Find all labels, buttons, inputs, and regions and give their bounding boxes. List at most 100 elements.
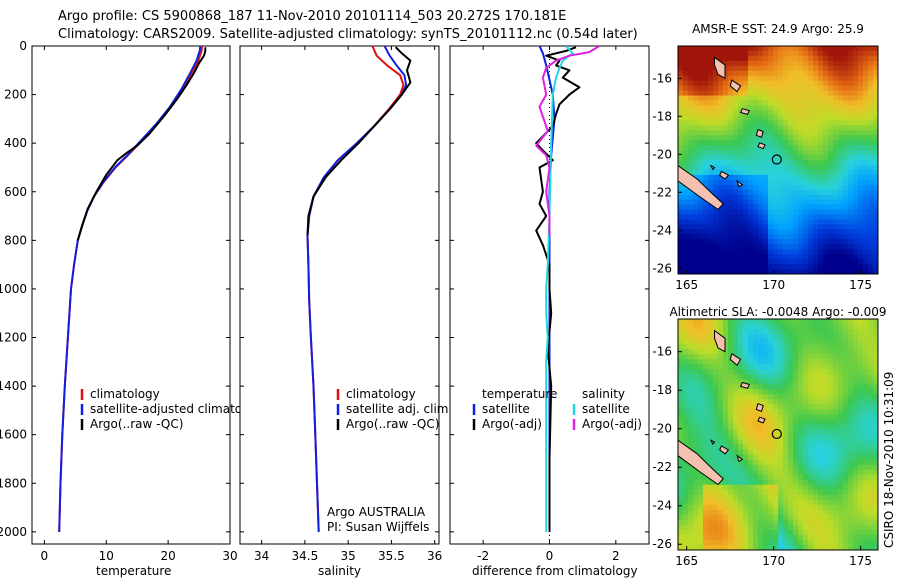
heatmap-cell <box>778 125 784 131</box>
heatmap-cell <box>748 454 754 461</box>
heatmap-cell <box>803 399 809 405</box>
heatmap-cell <box>783 174 789 181</box>
heatmap-cell <box>758 179 764 186</box>
heatmap-cell <box>788 259 794 265</box>
heatmap-cell <box>758 155 764 161</box>
heatmap-cell <box>693 414 699 420</box>
heatmap-cell <box>828 334 834 340</box>
heatmap-cell <box>788 169 794 176</box>
heatmap-cell <box>763 439 769 445</box>
heatmap-cell <box>753 100 759 106</box>
heatmap-cell <box>763 160 769 166</box>
heatmap-cell <box>678 95 684 101</box>
heatmap-cell <box>678 85 684 92</box>
heatmap-cell <box>718 359 724 365</box>
heatmap-cell <box>853 509 859 516</box>
heatmap-cell <box>823 249 829 255</box>
heatmap-cell <box>693 259 699 265</box>
heatmap-cell <box>848 459 854 466</box>
heatmap-cell <box>753 414 759 420</box>
heatmap-cell <box>698 389 704 395</box>
heatmap-cell <box>873 229 878 235</box>
heatmap-cell <box>758 364 764 370</box>
heatmap-cell <box>768 479 774 486</box>
heatmap-cell <box>778 75 784 82</box>
heatmap-cell <box>838 524 844 531</box>
heatmap-cell <box>768 264 774 270</box>
heatmap-cell <box>678 479 684 486</box>
heatmap-cell <box>863 519 869 526</box>
heatmap-cell <box>808 419 814 425</box>
heatmap-cell <box>733 179 739 186</box>
heatmap-cell <box>773 70 779 77</box>
heatmap-cell <box>703 249 709 255</box>
heatmap-cell <box>813 50 819 57</box>
heatmap-cell <box>698 484 704 491</box>
heatmap-cell <box>848 489 854 496</box>
heatmap-cell <box>708 364 714 370</box>
heatmap-cell <box>788 219 794 225</box>
heatmap-cell <box>718 95 724 101</box>
heatmap-cell <box>793 409 799 415</box>
heatmap-cell <box>828 444 834 450</box>
heatmap-cell <box>823 524 829 531</box>
heatmap-cell <box>738 80 744 87</box>
heatmap-cell <box>818 155 824 161</box>
heatmap-cell <box>733 494 739 501</box>
heatmap-cell <box>833 424 839 430</box>
heatmap-cell <box>783 454 789 461</box>
heatmap-cell <box>808 334 814 340</box>
heatmap-cell <box>808 529 814 536</box>
heatmap-cell <box>768 494 774 501</box>
heatmap-cell <box>728 145 734 151</box>
heatmap-cell <box>743 140 749 146</box>
heatmap-cell <box>868 269 874 274</box>
heatmap-cell <box>743 419 749 425</box>
heatmap-cell <box>768 55 774 62</box>
heatmap-cell <box>718 319 724 325</box>
heatmap-cell <box>723 204 729 210</box>
heatmap-cell <box>848 429 854 435</box>
series-line-argo-raw-qc- <box>306 46 412 236</box>
heatmap-cell <box>698 334 704 340</box>
heatmap-cell <box>848 349 854 355</box>
heatmap-cell <box>748 60 754 67</box>
heatmap-cell <box>813 344 819 350</box>
heatmap-cell <box>833 264 839 270</box>
heatmap-cell <box>873 514 878 521</box>
heatmap-cell <box>683 224 689 230</box>
heatmap-cell <box>823 404 829 410</box>
heatmap-cell <box>748 524 754 531</box>
heatmap-cell <box>818 464 824 471</box>
heatmap-cell <box>833 359 839 365</box>
y-tick-label: 2000 <box>0 525 27 539</box>
heatmap-cell <box>838 85 844 92</box>
heatmap-cell <box>753 529 759 536</box>
heatmap-cell <box>858 135 864 141</box>
heatmap-cell <box>848 394 854 400</box>
heatmap-cell <box>828 179 834 186</box>
heatmap-cell <box>708 100 714 106</box>
heatmap-cell <box>738 194 744 201</box>
heatmap-cell <box>853 244 859 250</box>
heatmap-cell <box>773 55 779 62</box>
heatmap-cell <box>753 404 759 410</box>
heatmap-cell <box>828 65 834 72</box>
heatmap-cell <box>853 494 859 501</box>
heatmap-cell <box>763 70 769 77</box>
heatmap-cell <box>743 115 749 121</box>
heatmap-cell <box>688 384 694 390</box>
heatmap-cell <box>798 249 804 255</box>
heatmap-cell <box>778 95 784 101</box>
heatmap-cell <box>808 130 814 136</box>
heatmap-cell <box>718 229 724 235</box>
heatmap-cell <box>713 184 719 191</box>
heatmap-cell <box>703 414 709 420</box>
heatmap-cell <box>698 234 704 240</box>
heatmap-cell <box>733 434 739 440</box>
heatmap-cell <box>813 499 819 506</box>
heatmap-cell <box>768 150 774 156</box>
heatmap-cell <box>783 160 789 166</box>
heatmap-cell <box>698 259 704 265</box>
heatmap-cell <box>783 234 789 240</box>
